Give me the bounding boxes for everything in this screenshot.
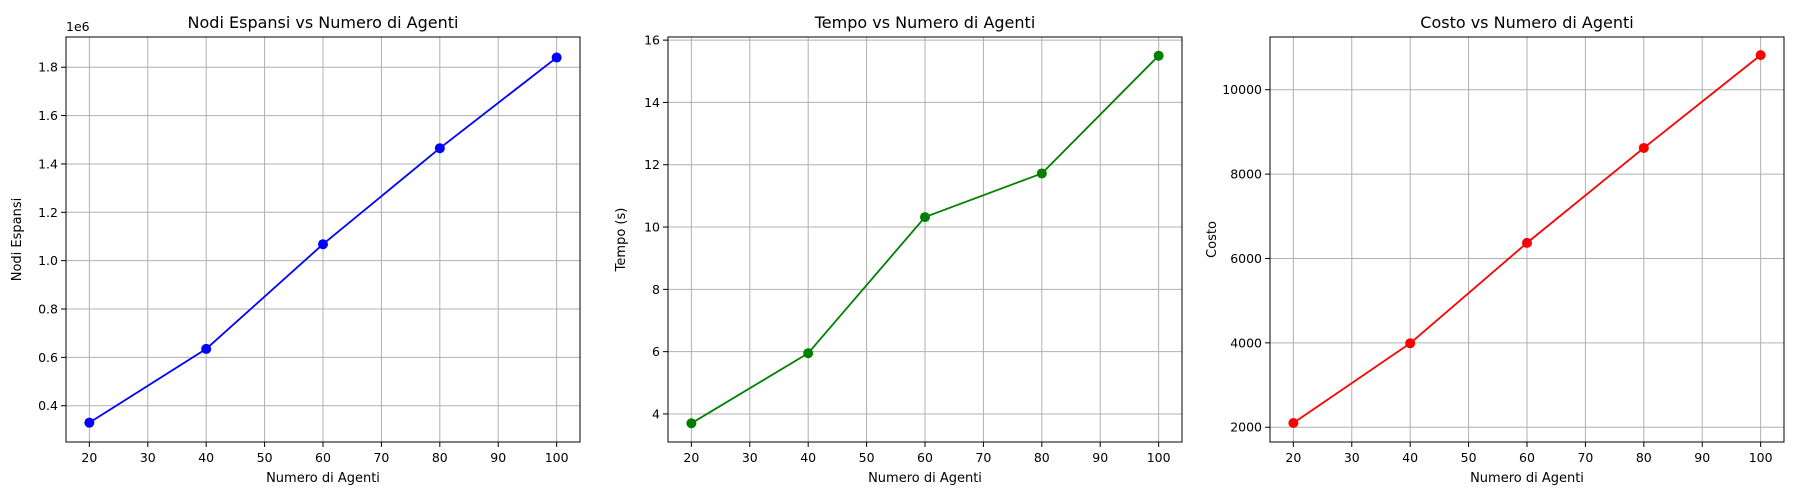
- data-point: [686, 418, 697, 429]
- data-point: [1405, 338, 1416, 349]
- x-tick-label: 40: [800, 450, 816, 465]
- y-axis-label: Nodi Espansi: [10, 198, 25, 282]
- x-tick-label: 90: [1694, 450, 1710, 465]
- data-point: [1638, 142, 1649, 153]
- x-tick-label: 80: [1636, 450, 1652, 465]
- x-tick-label: 70: [1577, 450, 1593, 465]
- y-tick-label: 10000: [1222, 82, 1262, 97]
- data-point: [1153, 50, 1164, 61]
- data-point: [551, 52, 562, 63]
- x-tick-label: 50: [1461, 450, 1477, 465]
- x-tick-label: 80: [1034, 450, 1050, 465]
- y-tick-label: 1.0: [38, 253, 58, 268]
- x-tick-label: 50: [859, 450, 875, 465]
- x-tick-label: 30: [1344, 450, 1360, 465]
- y-tick-label: 8: [652, 282, 660, 297]
- y-tick-label: 6000: [1230, 251, 1262, 266]
- x-tick-label: 60: [1519, 450, 1535, 465]
- y-tick-label: 0.8: [38, 302, 58, 317]
- chart-title: Tempo vs Numero di Agenti: [814, 13, 1036, 32]
- data-point: [1755, 50, 1766, 61]
- chart-title: Nodi Espansi vs Numero di Agenti: [188, 13, 459, 32]
- x-tick-label: 70: [373, 450, 389, 465]
- data-point: [803, 348, 814, 359]
- data-point: [1036, 168, 1047, 179]
- x-tick-label: 100: [1749, 450, 1773, 465]
- x-tick-label: 50: [257, 450, 273, 465]
- y-offset-label: 1e6: [66, 19, 90, 34]
- chart-panel-1: 20 30 40 50 60 70 80 90 100 0.4 0.6 0.8 1.0 1.2 1.4 1.6…: [10, 13, 581, 486]
- data-point: [1288, 418, 1299, 429]
- data-point: [84, 417, 95, 428]
- y-tick-label: 2000: [1230, 420, 1262, 435]
- y-tick-label: 0.4: [38, 398, 58, 413]
- x-tick-label: 40: [198, 450, 214, 465]
- x-tick-label: 100: [1147, 450, 1171, 465]
- y-tick-label: 6: [652, 344, 660, 359]
- chart-panel-2: 20 30 40 50 60 70 80 90 100 4 6 8 10 12 14 16 Tempo vs N…: [614, 13, 1183, 486]
- y-tick-label: 0.6: [38, 350, 58, 365]
- y-tick-label: 4: [652, 406, 660, 421]
- x-tick-label: 40: [1402, 450, 1418, 465]
- x-tick-label: 30: [742, 450, 758, 465]
- y-tick-label: 8000: [1230, 167, 1262, 182]
- y-tick-label: 10: [644, 220, 660, 235]
- x-axis-label: Numero di Agenti: [868, 471, 982, 486]
- y-tick-label: 12: [644, 157, 660, 172]
- chart-panel-3: 20 30 40 50 60 70 80 90 100 2000 4000 6000 8000 10000…: [1205, 13, 1785, 486]
- x-tick-label: 20: [1285, 450, 1301, 465]
- y-tick-label: 1.4: [38, 156, 58, 171]
- y-tick-label: 1.2: [38, 205, 58, 220]
- y-tick-label: 1.8: [38, 60, 58, 75]
- y-tick-label: 16: [644, 33, 660, 48]
- y-tick-label: 4000: [1230, 335, 1262, 350]
- data-point: [318, 239, 328, 250]
- y-tick-label: 14: [644, 95, 660, 110]
- y-axis-label: Tempo (s): [614, 208, 629, 273]
- y-axis-label: Costo: [1205, 221, 1220, 258]
- data-point: [434, 143, 445, 154]
- x-tick-label: 90: [1092, 450, 1108, 465]
- x-tick-label: 100: [545, 450, 569, 465]
- x-tick-label: 20: [81, 450, 97, 465]
- x-tick-label: 90: [490, 450, 506, 465]
- data-point: [1522, 237, 1532, 248]
- x-tick-label: 80: [432, 450, 448, 465]
- data-point: [201, 343, 212, 354]
- x-tick-label: 60: [315, 450, 331, 465]
- x-tick-label: 70: [975, 450, 991, 465]
- x-tick-label: 60: [917, 450, 933, 465]
- x-axis-label: Numero di Agenti: [1470, 471, 1584, 486]
- x-tick-label: 20: [683, 450, 699, 465]
- data-point: [920, 212, 930, 223]
- x-tick-label: 30: [140, 450, 156, 465]
- chart-title: Costo vs Numero di Agenti: [1420, 13, 1633, 32]
- x-axis-label: Numero di Agenti: [266, 471, 380, 486]
- y-tick-label: 1.6: [38, 108, 58, 123]
